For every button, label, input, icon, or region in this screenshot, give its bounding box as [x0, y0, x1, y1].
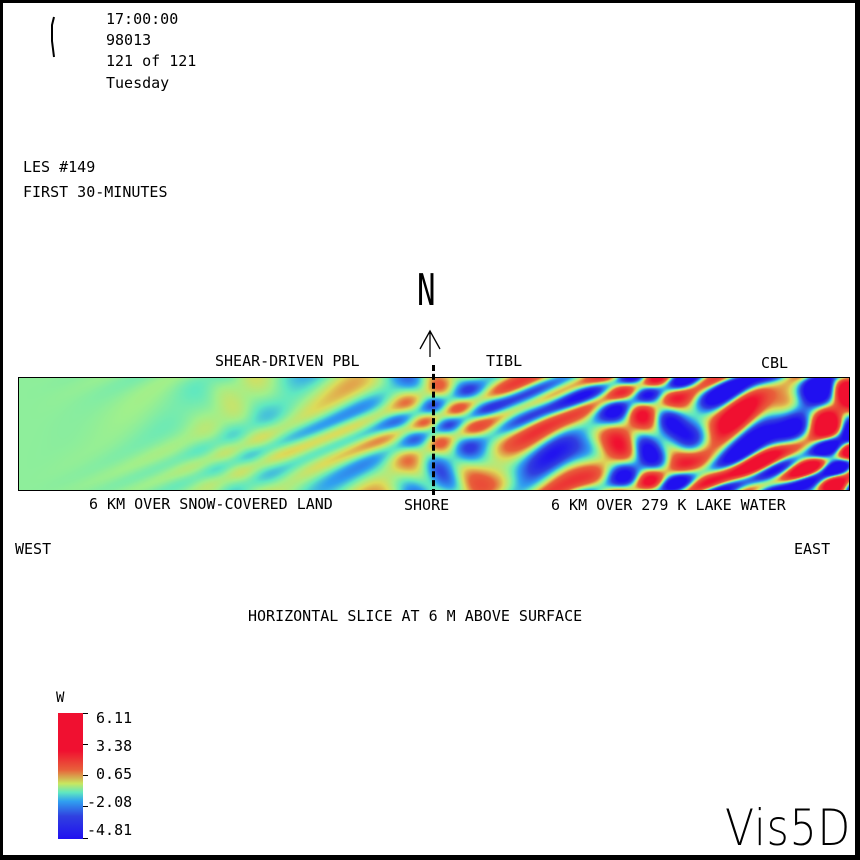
colorbar-tick — [83, 838, 88, 839]
shoreline-marker — [432, 365, 435, 495]
north-label: N — [417, 265, 436, 316]
north-arrow-icon — [419, 329, 441, 357]
slice-description: HORIZONTAL SLICE AT 6 M ABOVE SURFACE — [248, 607, 583, 625]
colorbar-variable: W — [56, 690, 65, 706]
shore-label: SHORE — [404, 496, 450, 514]
title-line-1: LES #149 — [23, 158, 96, 176]
colorbar-label: 6.11 — [96, 709, 133, 727]
title-line-2: FIRST 30-MINUTES — [23, 183, 168, 201]
date-label: 98013 — [106, 31, 152, 49]
colorbar-tick — [83, 775, 88, 776]
land-label: 6 KM OVER SNOW-COVERED LAND — [89, 495, 333, 513]
colorbar-label: 3.38 — [96, 737, 133, 755]
timestep-label: 121 of 121 — [106, 52, 197, 70]
colorbar-tick — [83, 744, 88, 745]
shear-pbl-label: SHEAR-DRIVEN PBL — [215, 352, 360, 370]
west-label: WEST — [15, 540, 52, 558]
time-label: 17:00:00 — [106, 10, 179, 28]
colorbar-tick — [83, 713, 88, 714]
vis5d-display: 17:00:00 98013 121 of 121 Tuesday LES #1… — [3, 3, 855, 855]
lake-label: 6 KM OVER 279 K LAKE WATER — [551, 496, 786, 514]
cbl-label: CBL — [761, 354, 789, 372]
clock-hand-icon — [51, 16, 55, 58]
vis5d-logo: Vis5D — [725, 799, 852, 857]
east-label: EAST — [794, 540, 831, 558]
day-label: Tuesday — [106, 74, 170, 92]
tibl-label: TIBL — [486, 352, 523, 370]
colorbar-label: -2.08 — [87, 793, 133, 811]
colorbar — [58, 713, 83, 839]
colorbar-label: -4.81 — [87, 821, 133, 839]
colorbar-tick — [83, 806, 88, 807]
colorbar-label: 0.65 — [96, 765, 133, 783]
